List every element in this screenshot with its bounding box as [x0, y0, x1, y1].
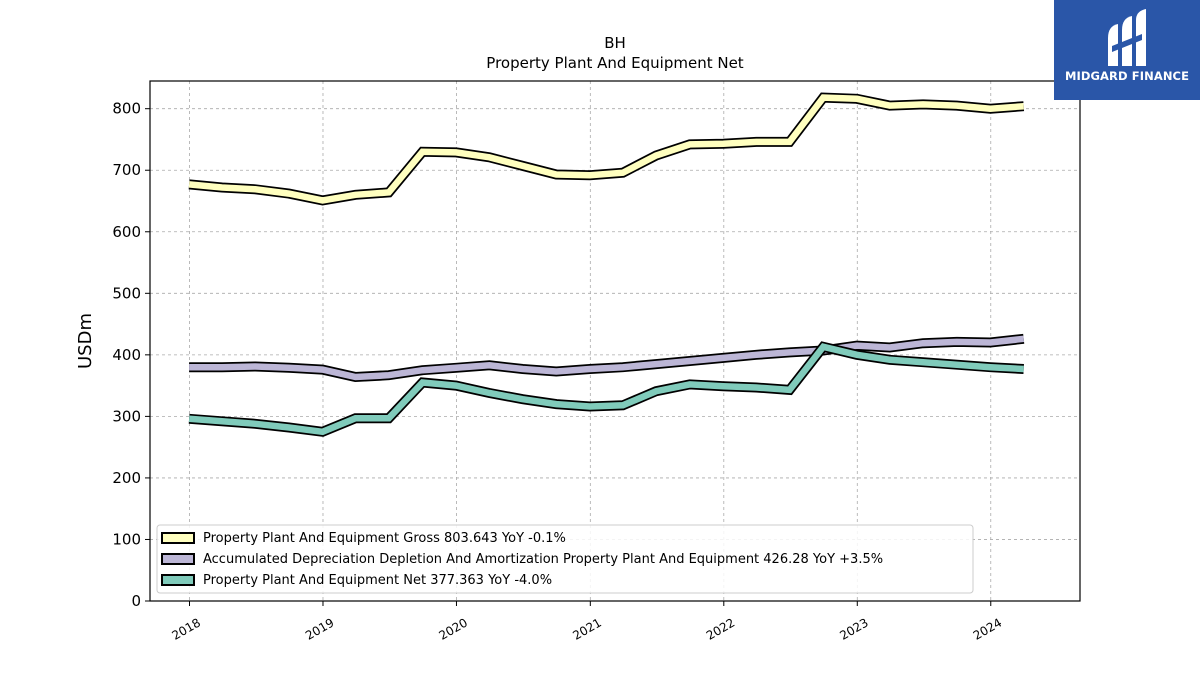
y-tick-label: 500	[112, 284, 141, 302]
y-tick-label: 800	[112, 100, 141, 118]
series-line-outline	[188, 92, 1025, 206]
brand-logo-icon	[1108, 9, 1146, 66]
legend-label: Property Plant And Equipment Gross 803.6…	[203, 531, 566, 546]
legend-swatch	[161, 553, 195, 565]
legend-item: Accumulated Depreciation Depletion And A…	[161, 552, 883, 567]
series-line	[188, 343, 1024, 436]
y-tick-label: 700	[112, 161, 141, 179]
chart-title: BH	[604, 34, 626, 52]
y-tick-label: 400	[112, 346, 141, 364]
y-tick-label: 0	[131, 592, 141, 610]
x-axis: 2018 2019 2020 2021 2022 2023 2024	[170, 601, 1004, 643]
series-line	[188, 94, 1024, 204]
legend-swatch	[161, 532, 195, 544]
series-line	[189, 335, 1025, 381]
legend: Property Plant And Equipment Gross 803.6…	[156, 524, 974, 594]
y-tick-label: 100	[112, 530, 141, 548]
legend-swatch	[161, 574, 195, 586]
chart-subtitle: Property Plant And Equipment Net	[486, 54, 743, 72]
series-1	[188, 92, 1025, 206]
legend-box	[156, 524, 974, 594]
legend-item: Property Plant And Equipment Gross 803.6…	[161, 531, 566, 546]
series-3	[188, 341, 1024, 437]
legend-label: Property Plant And Equipment Net 377.363…	[203, 573, 552, 588]
x-tick-label: 2020	[437, 615, 470, 642]
x-tick-label: 2022	[704, 615, 737, 642]
y-axis: 0 100 200 300 400 500 600 700 800	[112, 100, 150, 610]
legend-label: Accumulated Depreciation Depletion And A…	[203, 552, 883, 567]
x-tick-label: 2018	[170, 615, 203, 642]
legend-item: Property Plant And Equipment Net 377.363…	[161, 573, 552, 588]
x-tick-label: 2023	[837, 615, 870, 642]
brand-logo: MIDGARD FINANCE	[1054, 0, 1200, 100]
y-tick-label: 300	[112, 407, 141, 425]
x-tick-label: 2019	[303, 615, 336, 642]
y-tick-label: 200	[112, 469, 141, 487]
plot-frame	[149, 80, 1081, 602]
series-layer	[188, 92, 1025, 437]
y-tick-label: 600	[112, 223, 141, 241]
x-tick-label: 2021	[570, 615, 603, 642]
x-tick-label: 2024	[971, 615, 1004, 642]
series-2	[189, 333, 1025, 383]
brand-name: MIDGARD FINANCE	[1064, 69, 1190, 83]
y-axis-label: USDm	[75, 313, 96, 369]
